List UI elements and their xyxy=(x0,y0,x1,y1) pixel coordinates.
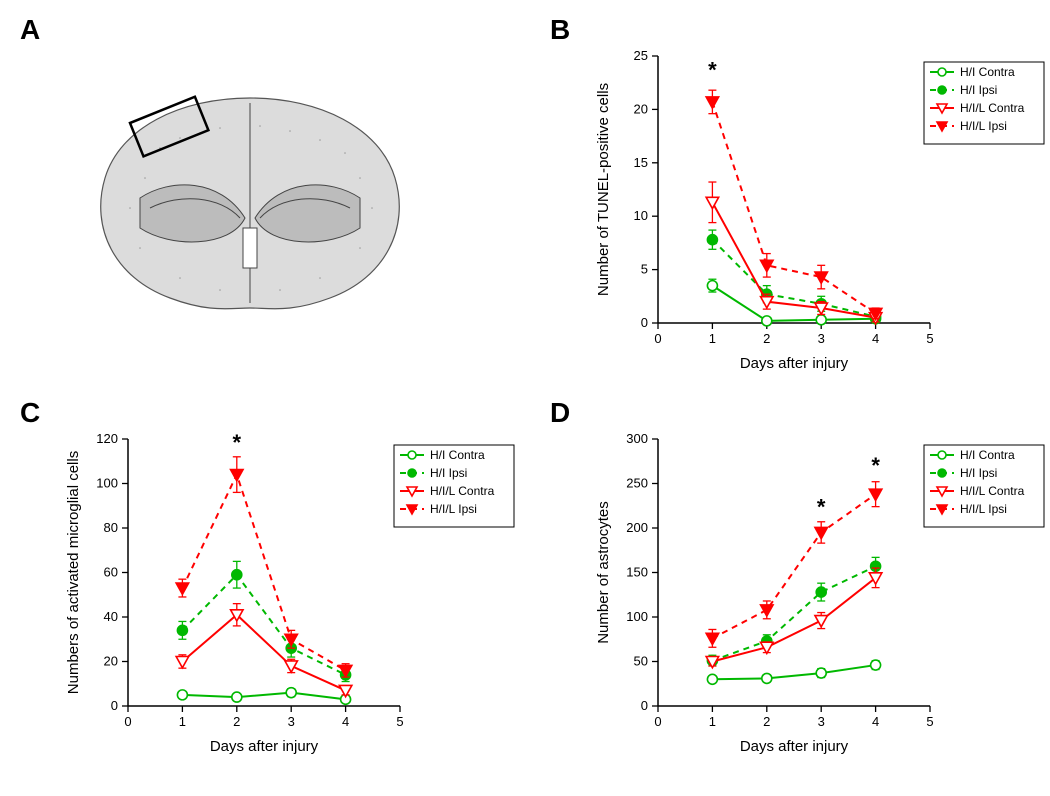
svg-text:Days after injury: Days after injury xyxy=(740,355,849,372)
figure-grid: A xyxy=(20,20,1030,766)
svg-text:200: 200 xyxy=(626,520,648,535)
svg-text:H/I/L Contra: H/I/L Contra xyxy=(960,484,1025,498)
svg-text:Number of astrocytes: Number of astrocytes xyxy=(595,501,612,644)
svg-text:4: 4 xyxy=(342,714,349,729)
svg-text:0: 0 xyxy=(111,698,118,713)
svg-text:5: 5 xyxy=(641,262,648,277)
svg-text:*: * xyxy=(708,57,717,82)
svg-text:0: 0 xyxy=(641,698,648,713)
svg-text:3: 3 xyxy=(818,331,825,346)
panel-b: B 0123450510152025Days after injuryNumbe… xyxy=(550,20,1050,383)
svg-text:H/I/L Contra: H/I/L Contra xyxy=(430,484,495,498)
chart-b: 0 1 2 3 4 5 0 5 10 15 20 25 Days after injury Number … xyxy=(590,38,1050,378)
svg-text:H/I Contra: H/I Contra xyxy=(960,448,1015,462)
panel-d-label: D xyxy=(550,397,570,429)
svg-text:300: 300 xyxy=(626,431,648,446)
panel-b-body: 0 1 2 3 4 5 0 5 10 15 20 25 Days after injury Number … xyxy=(550,20,1050,383)
svg-text:0: 0 xyxy=(654,331,661,346)
svg-text:H/I/L Ipsi: H/I/L Ipsi xyxy=(430,502,477,516)
svg-text:3: 3 xyxy=(818,714,825,729)
svg-text:Numbers of activated microglia: Numbers of activated microglial cells xyxy=(65,451,82,694)
svg-text:20: 20 xyxy=(104,654,118,669)
svg-text:1: 1 xyxy=(709,714,716,729)
panel-a: A xyxy=(20,20,530,383)
svg-text:10: 10 xyxy=(634,208,648,223)
svg-text:5: 5 xyxy=(926,331,933,346)
svg-text:1: 1 xyxy=(179,714,186,729)
svg-text:50: 50 xyxy=(634,654,648,669)
svg-text:1: 1 xyxy=(709,331,716,346)
svg-text:250: 250 xyxy=(626,476,648,491)
svg-text:15: 15 xyxy=(634,155,648,170)
panel-b-label: B xyxy=(550,14,570,46)
svg-text:Days after injury: Days after injury xyxy=(740,738,849,755)
svg-text:H/I/L Ipsi: H/I/L Ipsi xyxy=(960,119,1007,133)
svg-text:*: * xyxy=(871,453,880,478)
panel-d: D 012345050100150200250300Days after inj… xyxy=(550,403,1050,766)
svg-text:2: 2 xyxy=(763,714,770,729)
svg-text:25: 25 xyxy=(634,48,648,63)
svg-text:60: 60 xyxy=(104,565,118,580)
svg-text:0: 0 xyxy=(641,315,648,330)
svg-text:0: 0 xyxy=(124,714,131,729)
panel-c: C 012345020406080100120Days after injury… xyxy=(20,403,530,766)
svg-text:H/I Ipsi: H/I Ipsi xyxy=(960,83,997,97)
svg-text:150: 150 xyxy=(626,565,648,580)
svg-text:*: * xyxy=(233,430,242,455)
brain-schematic xyxy=(60,68,440,328)
panel-d-body: 012345050100150200250300Days after injur… xyxy=(550,403,1050,766)
svg-text:3: 3 xyxy=(288,714,295,729)
svg-text:Days after injury: Days after injury xyxy=(210,738,319,755)
svg-text:2: 2 xyxy=(233,714,240,729)
svg-text:H/I/L Contra: H/I/L Contra xyxy=(960,101,1025,115)
svg-text:2: 2 xyxy=(763,331,770,346)
panel-c-label: C xyxy=(20,397,40,429)
svg-text:*: * xyxy=(817,495,826,520)
svg-text:H/I Contra: H/I Contra xyxy=(430,448,485,462)
svg-text:80: 80 xyxy=(104,520,118,535)
svg-text:H/I Ipsi: H/I Ipsi xyxy=(430,466,467,480)
svg-text:5: 5 xyxy=(926,714,933,729)
svg-text:H/I Ipsi: H/I Ipsi xyxy=(960,466,997,480)
svg-text:Number of TUNEL-positive cells: Number of TUNEL-positive cells xyxy=(595,83,612,296)
svg-text:4: 4 xyxy=(872,714,879,729)
panel-c-body: 0 1 2 3 4 5 0 20 40 60 80 100 120 Days after injury Nu… xyxy=(20,403,530,766)
svg-text:100: 100 xyxy=(626,609,648,624)
svg-text:H/I/L Ipsi: H/I/L Ipsi xyxy=(960,502,1007,516)
svg-text:20: 20 xyxy=(634,101,648,116)
svg-text:120: 120 xyxy=(96,431,118,446)
chart-d: 012345050100150200250300Days after injur… xyxy=(590,421,1050,761)
svg-text:5: 5 xyxy=(396,714,403,729)
panel-a-body xyxy=(20,20,530,328)
svg-text:H/I Contra: H/I Contra xyxy=(960,65,1015,79)
panel-a-label: A xyxy=(20,14,40,46)
svg-text:100: 100 xyxy=(96,476,118,491)
svg-text:4: 4 xyxy=(872,331,879,346)
svg-text:0: 0 xyxy=(654,714,661,729)
svg-text:40: 40 xyxy=(104,609,118,624)
chart-c: 0 1 2 3 4 5 0 20 40 60 80 100 120 Days after injury Nu… xyxy=(60,421,530,761)
